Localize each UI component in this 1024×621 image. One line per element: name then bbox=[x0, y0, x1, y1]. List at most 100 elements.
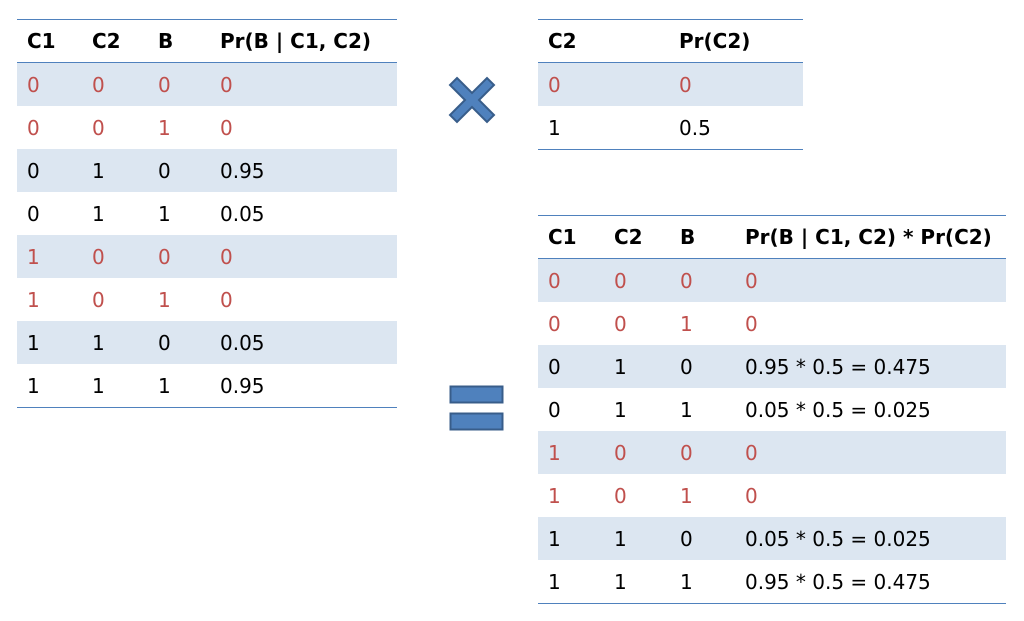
table-cell: 0 bbox=[604, 258, 670, 302]
table-cell: 1 bbox=[538, 517, 604, 560]
table-cell: 1 bbox=[158, 287, 171, 312]
table-cell: 0 bbox=[745, 483, 758, 508]
table-cell: 1 bbox=[27, 287, 40, 312]
table-cell: 1 bbox=[17, 235, 82, 278]
column-header: C2 bbox=[82, 19, 148, 63]
table-cell: 1 bbox=[604, 517, 670, 560]
table-cell: 0 bbox=[670, 431, 735, 474]
table-cell: 1 bbox=[538, 106, 669, 150]
table-row: 0 1 0 0.95 * 0.5 = 0.475 bbox=[538, 345, 1006, 388]
table-cell: 0.5 bbox=[669, 106, 803, 150]
table-cell: 1 bbox=[17, 364, 82, 408]
table-cell: 1 bbox=[614, 397, 627, 422]
table-cell: 0 bbox=[538, 62, 669, 106]
table-cell: 0 bbox=[548, 397, 561, 422]
table-cell: 0.05 * 0.5 = 0.025 bbox=[745, 397, 931, 422]
table-cell: 1 bbox=[680, 483, 693, 508]
table-cell: 0.95 bbox=[210, 149, 397, 192]
table-cell: 0 bbox=[148, 62, 210, 106]
table-row: 0 0 1 0 bbox=[538, 302, 1006, 345]
table-cell: 0 bbox=[92, 287, 105, 312]
column-header: C2 bbox=[604, 215, 670, 259]
table-cell: 0 bbox=[735, 258, 1006, 302]
table-cell: 0 bbox=[27, 201, 40, 226]
table-row: 0 1 1 0.05 * 0.5 = 0.025 bbox=[538, 388, 1006, 431]
table-cell: 1 bbox=[604, 345, 670, 388]
table-cell: 0 bbox=[548, 311, 561, 336]
table-cell: 0 bbox=[17, 149, 82, 192]
column-header: Pr(B | C1, C2) * Pr(C2) bbox=[735, 215, 1006, 259]
table-cell: 0 bbox=[604, 431, 670, 474]
column-header: Pr(C2) bbox=[669, 19, 803, 63]
table-cell: 0.95 * 0.5 = 0.475 bbox=[735, 345, 1006, 388]
table-cell: 1 bbox=[538, 431, 604, 474]
table-cell: 1 bbox=[82, 364, 148, 408]
table-cell: 0 bbox=[27, 115, 40, 140]
table-cell: 0 bbox=[614, 311, 627, 336]
table-header-row: C1 C2 B Pr(B | C1, C2) bbox=[17, 19, 397, 63]
table-cell: 0.95 * 0.5 = 0.475 bbox=[735, 560, 1006, 604]
table-header-row: C2 Pr(C2) bbox=[538, 19, 803, 63]
table-cell: 0 bbox=[220, 287, 233, 312]
table-cell: 0 bbox=[148, 235, 210, 278]
column-header: C1 bbox=[538, 215, 604, 259]
table-cell: 0 bbox=[210, 62, 397, 106]
table-cell: 0 bbox=[82, 235, 148, 278]
table-cell: 1 bbox=[17, 321, 82, 364]
table-cell: 0.05 * 0.5 = 0.025 bbox=[735, 517, 1006, 560]
table-cell: 1 bbox=[538, 560, 604, 604]
table-cell: 0 bbox=[220, 115, 233, 140]
table-cell: 0.05 bbox=[210, 321, 397, 364]
table-cell: 0 bbox=[148, 321, 210, 364]
column-header: B bbox=[670, 215, 735, 259]
table-cell: 1 bbox=[670, 560, 735, 604]
table-cell: 0 bbox=[670, 517, 735, 560]
table-row: 1 0 1 0 bbox=[538, 474, 1006, 517]
table-cell: 0 bbox=[745, 311, 758, 336]
table-row: 0 1 1 0.05 bbox=[17, 192, 397, 235]
prior-probability-table: C2 Pr(C2) 0 0 1 0.5 bbox=[538, 19, 803, 150]
table-cell: 1 bbox=[82, 149, 148, 192]
table-cell: 0 bbox=[148, 149, 210, 192]
table-cell: 1 bbox=[680, 311, 693, 336]
table-row: 1 0 1 0 bbox=[17, 278, 397, 321]
table-cell: 1 bbox=[82, 321, 148, 364]
equals-icon bbox=[449, 385, 504, 431]
column-header: C1 bbox=[17, 19, 82, 63]
conditional-probability-table: C1 C2 B Pr(B | C1, C2) 0 0 0 0 0 0 1 0 0 1 0 0.95 0 1… bbox=[17, 19, 397, 408]
table-cell: 0 bbox=[670, 258, 735, 302]
table-cell: 1 bbox=[680, 397, 693, 422]
table-cell: 0.95 bbox=[210, 364, 397, 408]
column-header: C2 bbox=[538, 19, 669, 63]
table-cell: 0 bbox=[670, 345, 735, 388]
table-cell: 0 bbox=[538, 258, 604, 302]
table-cell: 0.05 bbox=[220, 201, 265, 226]
table-cell: 1 bbox=[548, 483, 561, 508]
table-header-row: C1 C2 B Pr(B | C1, C2) * Pr(C2) bbox=[538, 215, 1006, 259]
table-row: 1 1 1 0.95 bbox=[17, 364, 397, 408]
table-cell: 1 bbox=[92, 201, 105, 226]
table-row: 0 0 1 0 bbox=[17, 106, 397, 149]
table-cell: 1 bbox=[148, 364, 210, 408]
table-cell: 0 bbox=[669, 62, 803, 106]
table-cell: 0 bbox=[92, 115, 105, 140]
table-row: 1 0.5 bbox=[538, 106, 803, 150]
multiply-icon bbox=[448, 76, 496, 124]
table-cell: 0 bbox=[735, 431, 1006, 474]
table-row: 1 1 0 0.05 * 0.5 = 0.025 bbox=[538, 517, 1006, 560]
table-cell: 0 bbox=[82, 62, 148, 106]
table-cell: 1 bbox=[158, 201, 171, 226]
table-cell: 0 bbox=[210, 235, 397, 278]
table-row: 1 1 1 0.95 * 0.5 = 0.475 bbox=[538, 560, 1006, 604]
table-cell: 1 bbox=[158, 115, 171, 140]
table-row: 0 1 0 0.95 bbox=[17, 149, 397, 192]
table-cell: 0 bbox=[614, 483, 627, 508]
column-header: B bbox=[148, 19, 210, 63]
table-cell: 1 bbox=[604, 560, 670, 604]
